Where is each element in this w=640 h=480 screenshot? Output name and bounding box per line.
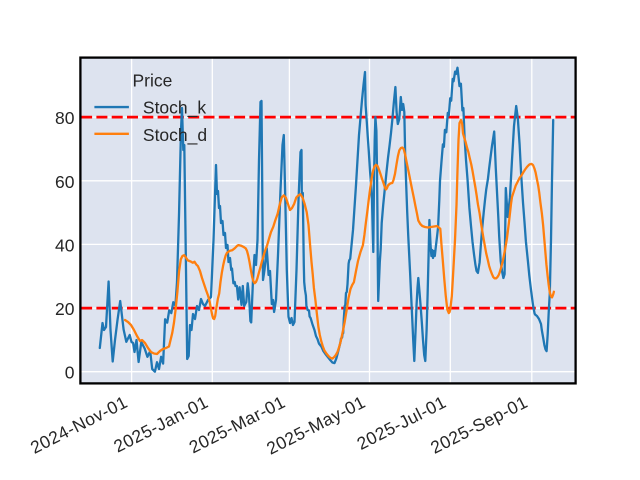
svg-text:80: 80 <box>55 108 75 128</box>
svg-text:Stoch_d: Stoch_d <box>143 125 207 146</box>
svg-text:Stoch_k: Stoch_k <box>143 98 206 119</box>
svg-text:60: 60 <box>55 172 75 192</box>
svg-text:0: 0 <box>65 363 75 383</box>
svg-text:20: 20 <box>55 299 75 319</box>
svg-text:Price: Price <box>133 71 173 91</box>
svg-text:40: 40 <box>55 235 75 255</box>
